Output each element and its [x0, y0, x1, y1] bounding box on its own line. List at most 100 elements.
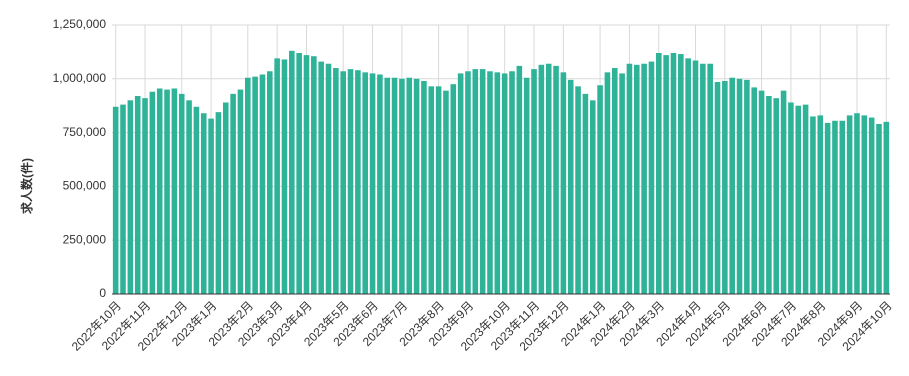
y-tick-label: 250,000: [63, 232, 107, 246]
bar: [567, 79, 574, 294]
bar: [340, 71, 346, 294]
bar: [795, 105, 802, 294]
bar: [670, 52, 677, 295]
bar: [443, 90, 449, 294]
bar: [633, 64, 640, 294]
bar: [854, 113, 860, 295]
bar: [509, 71, 515, 294]
bar: [846, 115, 853, 294]
bar: [355, 70, 361, 294]
bar: [538, 64, 545, 294]
bar: [472, 69, 479, 294]
bar: [714, 82, 721, 294]
bar: [465, 71, 471, 294]
bar: [876, 123, 882, 294]
bar: [832, 120, 838, 294]
bar: [751, 87, 758, 295]
bar: [142, 98, 148, 294]
bar: [406, 77, 413, 294]
bar: [692, 60, 699, 295]
bar: [347, 69, 354, 294]
bar: [311, 56, 317, 295]
bar: [707, 63, 713, 295]
bar: [384, 77, 391, 294]
bar: [450, 84, 457, 295]
bar: [457, 73, 464, 294]
bar: [824, 122, 831, 294]
bar: [619, 73, 625, 294]
bar: [362, 72, 369, 295]
bar: [391, 77, 398, 294]
bar: [120, 104, 126, 295]
bar: [244, 77, 251, 294]
bar: [134, 96, 141, 295]
bar: [193, 106, 200, 294]
y-tick-label: 0: [99, 286, 106, 300]
bar: [208, 118, 214, 294]
bar: [883, 121, 890, 294]
bar: [435, 86, 442, 294]
bar: [156, 88, 163, 294]
bar: [479, 69, 486, 294]
bar: [281, 59, 288, 294]
bar: [560, 72, 567, 295]
y-tick-label: 750,000: [63, 125, 107, 139]
bar: [582, 93, 589, 294]
bar: [303, 55, 310, 295]
y-tick-label: 500,000: [63, 179, 107, 193]
bar: [744, 79, 750, 294]
bar: [413, 78, 420, 294]
bar: [112, 106, 119, 294]
bar: [149, 91, 156, 294]
bar: [333, 68, 339, 294]
bar: [802, 104, 809, 295]
bar: [516, 65, 523, 294]
bar: [289, 50, 295, 294]
bar: [758, 90, 765, 294]
bar: [369, 73, 376, 294]
bar: [868, 117, 875, 294]
bar: [501, 73, 508, 294]
bar: [788, 102, 794, 294]
y-tick-label: 1,250,000: [53, 17, 107, 31]
bar: [523, 77, 530, 294]
bar: [318, 61, 324, 294]
bar: [817, 115, 824, 294]
bar: [736, 78, 743, 294]
bar: [274, 58, 280, 294]
bar: [589, 100, 596, 294]
y-tick-label: 1,000,000: [53, 71, 107, 85]
bar: [611, 68, 618, 294]
bar: [259, 74, 266, 294]
bar: [641, 63, 647, 295]
bar: [766, 96, 772, 295]
bar: [780, 90, 787, 294]
bar: [171, 88, 178, 294]
bar: [810, 116, 816, 295]
bar: [553, 65, 559, 294]
bar: [656, 52, 662, 295]
bar: [200, 113, 207, 295]
bar: [178, 93, 185, 294]
bar: [604, 72, 611, 295]
y-axis-title: 求人数(件): [19, 158, 34, 214]
bar: [252, 76, 258, 294]
bar: [421, 80, 427, 295]
bar: [222, 102, 229, 294]
bar: [186, 100, 192, 294]
bar: [722, 80, 728, 295]
bar: [428, 86, 435, 294]
bar: [487, 71, 493, 294]
bar: [399, 78, 405, 294]
bar: [267, 71, 273, 294]
bar: [575, 86, 581, 294]
bar: [729, 77, 735, 294]
bar: [325, 63, 332, 295]
bar: [626, 63, 633, 295]
bar: [237, 89, 244, 294]
bar: [296, 52, 302, 295]
bar: [700, 63, 706, 295]
bar: [215, 112, 222, 294]
bar: [663, 55, 669, 295]
